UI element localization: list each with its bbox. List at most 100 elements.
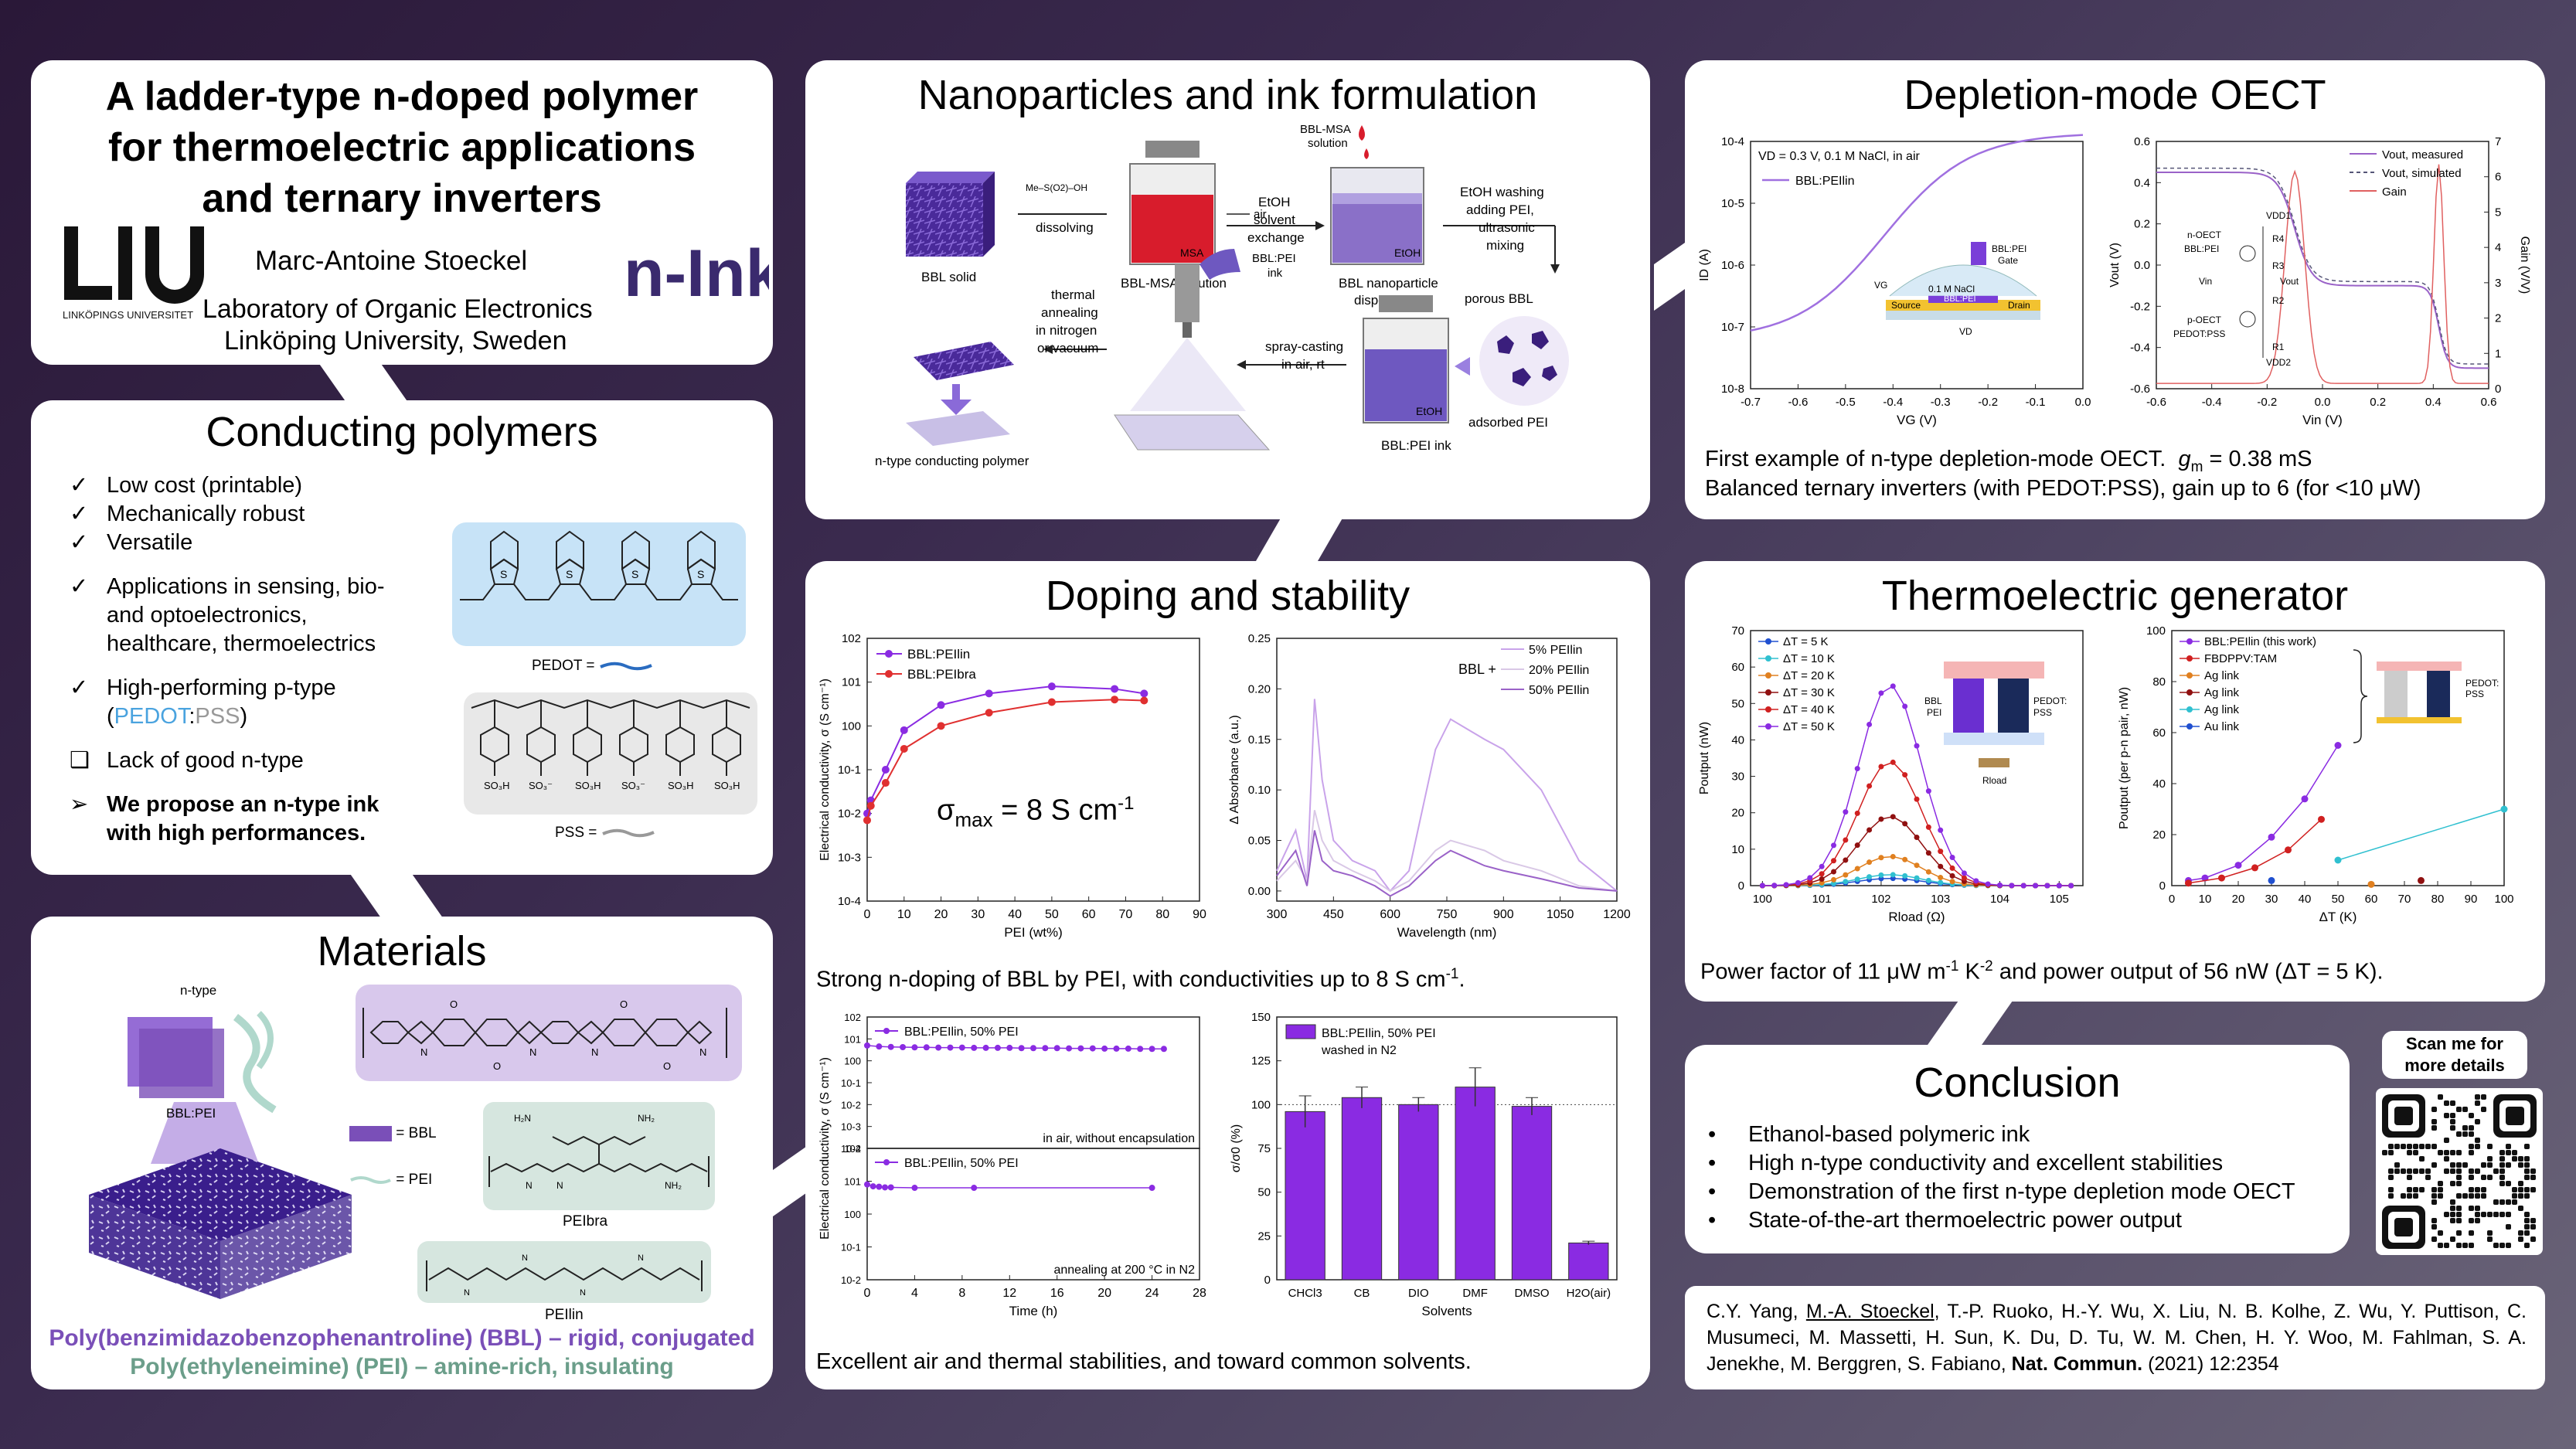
materials-heading: Materials (317, 928, 487, 975)
x-tick-label: 50 (2332, 893, 2345, 906)
data-point (2185, 879, 2192, 887)
data-point (1137, 1046, 1144, 1053)
electrolyte-label: 0.1 M NaCl (1928, 284, 1975, 294)
svg-text:spray-casting: spray-casting (1265, 339, 1343, 354)
data-point (864, 1181, 870, 1188)
qr-module (2524, 1218, 2530, 1223)
y-tick-label: 10-7 (1721, 321, 1744, 334)
x-tick-label: 8 (958, 1287, 965, 1300)
qr-module (2512, 1193, 2517, 1199)
qr-module (2506, 1162, 2511, 1168)
pei-bra-label: PEIbra (563, 1213, 608, 1230)
conducting-item: ➢ We propose an n-type ink (70, 792, 379, 817)
data-point (1866, 827, 1873, 833)
legend-label: Ag link (2204, 669, 2240, 682)
legend-marker (883, 1159, 890, 1165)
bar (1285, 1111, 1325, 1281)
conducting-item: ✓ Versatile (70, 530, 193, 555)
data-point (1997, 882, 2003, 888)
substrate-electrodes (1886, 300, 2040, 311)
circuit-transistor (2239, 311, 2256, 328)
rload-label: Rload (1982, 775, 2006, 786)
data-point (937, 701, 945, 709)
data-point (1843, 809, 1849, 815)
series-line (2188, 745, 2339, 882)
qr-module (2431, 1218, 2437, 1223)
qr-module (2431, 1193, 2437, 1199)
data-point (1878, 816, 1884, 822)
qr-module (2469, 1131, 2474, 1137)
legend-marker (883, 1028, 890, 1034)
svg-text:EtOH: EtOH (1258, 195, 1291, 209)
x-tick-label: 12 (1002, 1287, 1016, 1300)
qr-module (2450, 1199, 2455, 1205)
y-tick-label: 0.4 (2134, 176, 2150, 189)
leg-label: PEDOT: (2033, 696, 2067, 706)
y-tick-label: 7 (2495, 135, 2501, 148)
data-point (1854, 810, 1860, 816)
series-line (1276, 699, 1618, 893)
conducting-item: healthcare, thermoelectrics (107, 631, 376, 656)
qr-module (2450, 1113, 2455, 1118)
qr-module (2518, 1236, 2523, 1242)
data-point (1819, 871, 1825, 877)
data-point (1902, 856, 1908, 862)
x-tick-label: -0.6 (2146, 396, 2166, 409)
x-tick-label: 0.6 (2481, 396, 2497, 409)
x-tick-label: 20 (1097, 1287, 1111, 1300)
legend-marker (2186, 672, 2193, 679)
x-tick-label: 600 (1380, 908, 1400, 921)
data-point (1938, 879, 1944, 886)
qr-module (2450, 1206, 2455, 1211)
legend-marker (2186, 689, 2193, 696)
circuit-label: R4 (2272, 233, 2285, 244)
qr-module (2419, 1144, 2425, 1149)
y-tick-label: 2 (2495, 312, 2501, 325)
data-point (935, 1044, 942, 1051)
data-point (2268, 833, 2275, 841)
qr-module (2407, 1168, 2412, 1174)
svg-text:air: air (1254, 208, 1267, 221)
qr-module (2450, 1119, 2455, 1124)
y-tick-label: 100 (844, 1056, 861, 1067)
qr-module (2431, 1236, 2437, 1242)
qr-module (2530, 1224, 2536, 1230)
data-point (1854, 876, 1860, 883)
legend-label: ΔT = 20 K (1783, 669, 1835, 682)
conducting-item: with high performances. (107, 821, 366, 845)
y-tick-label: 102 (844, 1012, 861, 1023)
data-point (982, 1044, 989, 1051)
data-point (1113, 1045, 1120, 1052)
qr-module (2438, 1243, 2443, 1248)
oect-panel: Depletion-mode OECT -0.7 -0.6 -0.5 -0.4 -0.3… (1685, 60, 2545, 519)
qr-module (2401, 1168, 2406, 1174)
qr-module (2469, 1206, 2474, 1211)
data-point (1843, 837, 1849, 843)
data-point (971, 1185, 978, 1192)
y-tick-label: 25 (1257, 1230, 1271, 1243)
legend-label: Vout, measured (2382, 148, 2463, 162)
data-point (863, 816, 871, 825)
chart-note: VD = 0.3 V, 0.1 M NaCl, in air (1758, 150, 1921, 163)
data-point (1878, 872, 1884, 878)
x-axis-label: Time (h) (1009, 1304, 1058, 1318)
y-tick-label: 10-1 (841, 1077, 861, 1089)
leg-label: PEI (1927, 707, 1941, 718)
qr-module (2518, 1187, 2523, 1192)
qr-module (2413, 1168, 2418, 1174)
qr-module (2388, 1187, 2394, 1192)
data-point (2056, 883, 2062, 889)
x-tick-label: 100 (1753, 893, 1772, 906)
series-line (1750, 134, 2084, 332)
x-tick-label: 102 (1871, 893, 1890, 906)
qr-module (2481, 1107, 2486, 1112)
oect-caption-2: Balanced ternary inverters (with PEDOT:P… (1705, 476, 2421, 501)
qr-module (2518, 1230, 2523, 1236)
qr-module (2487, 1156, 2493, 1162)
qr-code[interactable] (2376, 1088, 2543, 1255)
data-point (911, 1185, 918, 1192)
qr-module (2456, 1218, 2462, 1223)
qr-module (2462, 1107, 2468, 1112)
data-point (1902, 772, 1908, 778)
legend-marker (1765, 706, 1771, 713)
